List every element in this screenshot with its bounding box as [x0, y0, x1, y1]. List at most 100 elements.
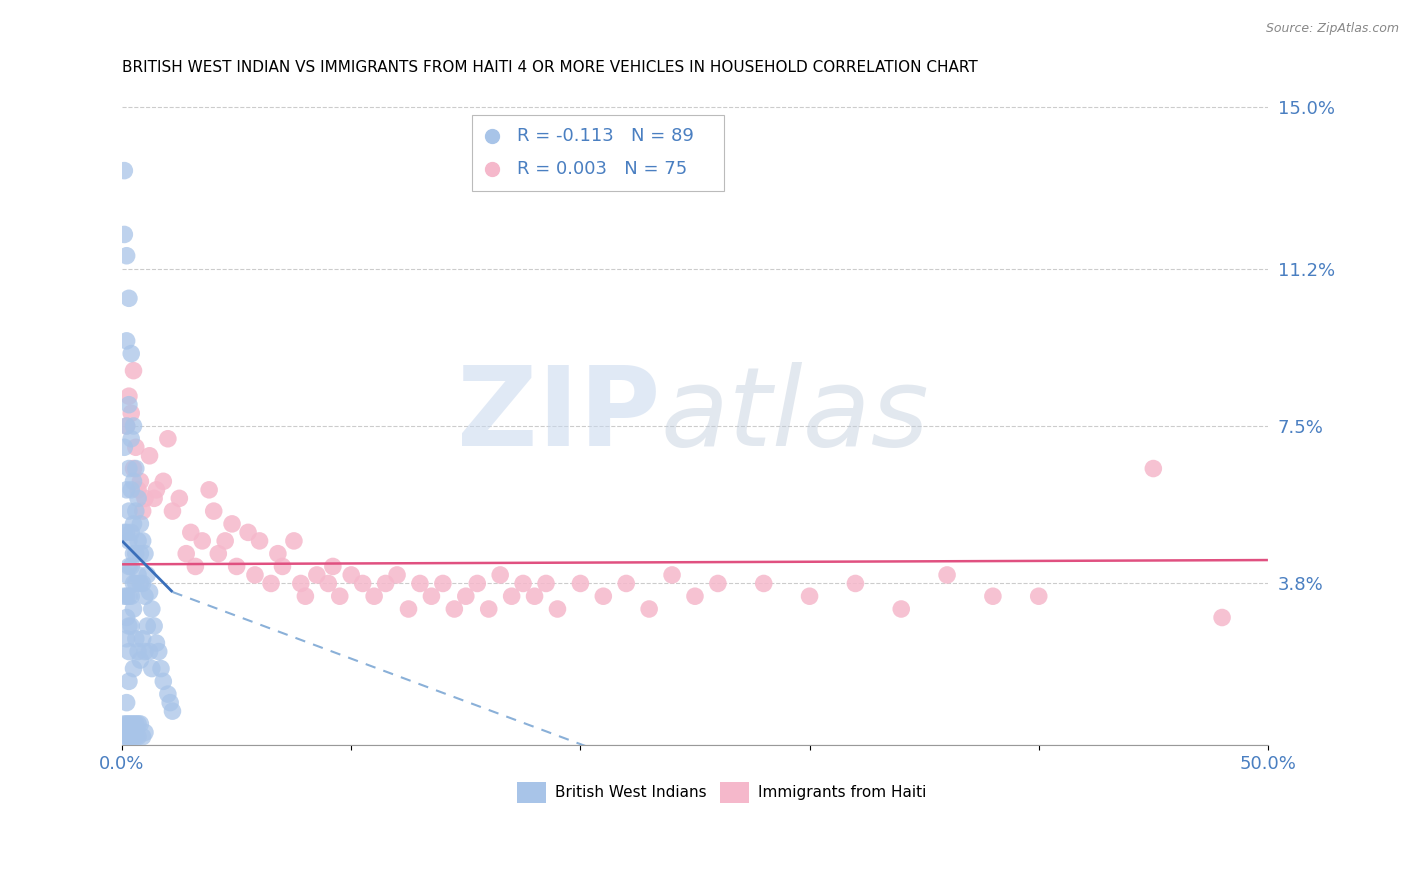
Point — [127, 717, 149, 731]
Point — [118, 398, 141, 412]
Point — [118, 644, 141, 658]
FancyBboxPatch shape — [471, 115, 724, 191]
Point — [159, 696, 181, 710]
Point — [409, 576, 432, 591]
Point — [283, 533, 305, 548]
Point — [198, 483, 221, 497]
Point — [122, 547, 145, 561]
Point — [118, 533, 141, 548]
Point — [150, 662, 173, 676]
Point — [118, 619, 141, 633]
Point — [152, 674, 174, 689]
Point — [120, 432, 142, 446]
Point — [127, 644, 149, 658]
Point — [134, 725, 156, 739]
Point — [443, 602, 465, 616]
Point — [260, 576, 283, 591]
Point — [569, 576, 592, 591]
Point — [129, 547, 152, 561]
Point — [134, 589, 156, 603]
Point — [125, 717, 148, 731]
Point — [131, 576, 153, 591]
Point — [1028, 589, 1050, 603]
Point — [267, 547, 290, 561]
Point — [118, 291, 141, 305]
Point — [546, 602, 568, 616]
Point — [120, 406, 142, 420]
Point — [141, 662, 163, 676]
Point — [936, 568, 959, 582]
Point — [890, 602, 912, 616]
Point — [352, 576, 374, 591]
Point — [127, 533, 149, 548]
Point — [125, 440, 148, 454]
Point — [112, 525, 135, 540]
Text: Immigrants from Haiti: Immigrants from Haiti — [758, 785, 927, 800]
Point — [432, 576, 454, 591]
Point — [118, 461, 141, 475]
Point — [131, 533, 153, 548]
Point — [120, 525, 142, 540]
Point — [799, 589, 821, 603]
Point — [207, 547, 229, 561]
FancyBboxPatch shape — [720, 782, 749, 804]
Point — [115, 483, 138, 497]
Point — [156, 687, 179, 701]
Point — [614, 576, 637, 591]
Point — [112, 440, 135, 454]
Point — [162, 704, 184, 718]
Point — [136, 619, 159, 633]
Point — [141, 602, 163, 616]
Point — [290, 576, 312, 591]
Point — [138, 585, 160, 599]
Point — [465, 576, 488, 591]
Point — [125, 576, 148, 591]
Point — [249, 533, 271, 548]
Point — [638, 602, 661, 616]
Point — [115, 525, 138, 540]
Point — [454, 589, 477, 603]
Point — [225, 559, 247, 574]
Point — [127, 730, 149, 744]
Point — [134, 547, 156, 561]
Point — [115, 589, 138, 603]
Point — [143, 491, 166, 506]
Point — [134, 491, 156, 506]
Point — [120, 346, 142, 360]
Point — [125, 504, 148, 518]
Point — [363, 589, 385, 603]
Point — [118, 559, 141, 574]
Point — [214, 533, 236, 548]
Point — [1211, 610, 1233, 624]
Point — [180, 525, 202, 540]
Point — [122, 717, 145, 731]
Point — [844, 576, 866, 591]
Point — [145, 636, 167, 650]
Point — [115, 568, 138, 582]
Point — [478, 602, 501, 616]
Point — [125, 461, 148, 475]
Point — [374, 576, 396, 591]
Point — [152, 475, 174, 489]
Point — [122, 516, 145, 531]
Point — [118, 589, 141, 603]
Text: British West Indians: British West Indians — [555, 785, 707, 800]
Point — [115, 730, 138, 744]
Point — [129, 717, 152, 731]
Point — [752, 576, 775, 591]
Point — [184, 559, 207, 574]
Point — [221, 516, 243, 531]
Point — [420, 589, 443, 603]
Point — [143, 619, 166, 633]
Point — [138, 449, 160, 463]
Point — [148, 644, 170, 658]
Point — [191, 533, 214, 548]
Point — [122, 730, 145, 744]
Point — [129, 653, 152, 667]
Point — [122, 602, 145, 616]
Text: R = 0.003   N = 75: R = 0.003 N = 75 — [517, 161, 688, 178]
Point — [125, 632, 148, 646]
Text: atlas: atlas — [661, 362, 929, 469]
Point — [523, 589, 546, 603]
Point — [115, 249, 138, 263]
